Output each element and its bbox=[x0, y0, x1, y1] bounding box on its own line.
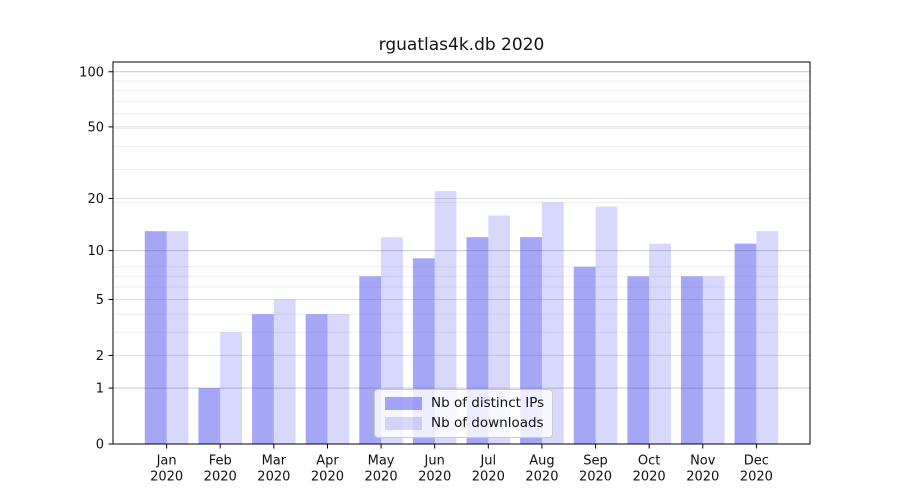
x-tick-label-month: Aug bbox=[529, 454, 554, 469]
bar-downloads bbox=[541, 202, 564, 444]
legend-item-downloads: Nb of downloads bbox=[385, 415, 544, 431]
bar-downloads bbox=[273, 299, 296, 444]
x-tick-label-month: Jan bbox=[156, 454, 177, 469]
bar-downloads bbox=[756, 231, 779, 444]
x-tick-label-year: 2020 bbox=[525, 470, 558, 485]
bar-distinct-ips bbox=[573, 266, 596, 444]
x-tick-label-year: 2020 bbox=[579, 470, 612, 485]
y-tick-label: 2 bbox=[96, 349, 104, 364]
bar-distinct-ips bbox=[734, 243, 757, 444]
bar-downloads bbox=[488, 215, 511, 444]
x-tick-label-month: Jul bbox=[479, 454, 496, 469]
y-tick-label: 1 bbox=[96, 382, 104, 397]
x-tick-label-year: 2020 bbox=[633, 470, 666, 485]
bar-downloads bbox=[434, 191, 457, 444]
bar-distinct-ips bbox=[144, 231, 167, 444]
bar-downloads bbox=[166, 231, 189, 444]
x-tick-label-month: Feb bbox=[209, 454, 232, 469]
legend: Nb of distinct IPs Nb of downloads bbox=[374, 389, 553, 438]
bar-distinct-ips bbox=[305, 314, 328, 444]
bar-downloads bbox=[220, 332, 243, 444]
x-tick-label-year: 2020 bbox=[365, 470, 398, 485]
x-tick-label-year: 2020 bbox=[257, 470, 290, 485]
y-tick-label: 50 bbox=[87, 120, 104, 135]
x-tick-label-year: 2020 bbox=[311, 470, 344, 485]
legend-swatch-downloads bbox=[385, 417, 422, 431]
y-tick-label: 0 bbox=[96, 438, 104, 453]
x-tick-label-year: 2020 bbox=[740, 470, 773, 485]
x-tick-label-month: Jun bbox=[424, 454, 445, 469]
x-tick-label-month: Dec bbox=[744, 454, 769, 469]
legend-item-distinct-ips: Nb of distinct IPs bbox=[385, 394, 545, 411]
x-tick-label-month: Apr bbox=[316, 454, 339, 469]
y-tick-label: 20 bbox=[87, 192, 104, 207]
x-tick-label-year: 2020 bbox=[150, 470, 183, 485]
x-tick-label-year: 2020 bbox=[418, 470, 451, 485]
x-tick-label-month: Oct bbox=[638, 454, 660, 469]
legend-swatch-distinct-ips bbox=[385, 396, 422, 410]
x-tick-label-month: Nov bbox=[690, 454, 716, 469]
bar-downloads bbox=[702, 276, 725, 444]
x-tick-label-year: 2020 bbox=[204, 470, 237, 485]
x-tick-label-month: May bbox=[368, 454, 395, 469]
y-tick-label: 5 bbox=[96, 293, 104, 308]
bar-downloads bbox=[649, 243, 671, 444]
y-tick-label: 100 bbox=[79, 65, 104, 80]
x-tick-label-year: 2020 bbox=[472, 470, 505, 485]
y-tick-label: 10 bbox=[87, 244, 104, 259]
bar-distinct-ips bbox=[252, 314, 274, 444]
bar-distinct-ips bbox=[198, 388, 221, 444]
bar-downloads bbox=[595, 206, 618, 444]
x-tick-label-month: Sep bbox=[583, 454, 608, 469]
bar-distinct-ips bbox=[627, 276, 650, 444]
x-tick-label-month: Mar bbox=[262, 454, 287, 469]
bar-downloads bbox=[327, 314, 350, 444]
bar-distinct-ips bbox=[680, 276, 703, 444]
chart-title: rguatlas4k.db 2020 bbox=[378, 35, 545, 55]
legend-label-downloads: Nb of downloads bbox=[431, 415, 544, 431]
plot-border bbox=[112, 61, 811, 445]
legend-label-distinct-ips: Nb of distinct IPs bbox=[431, 394, 545, 411]
x-tick-label-year: 2020 bbox=[686, 470, 719, 485]
